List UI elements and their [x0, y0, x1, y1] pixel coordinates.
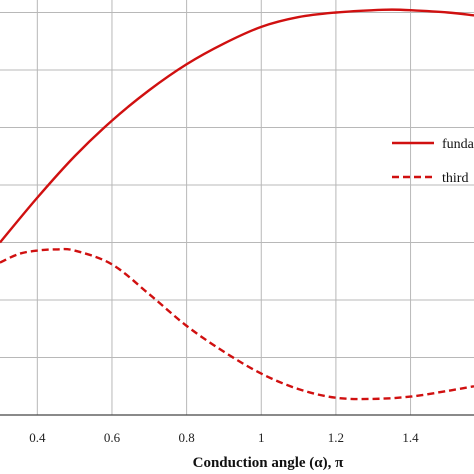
chart-series [0, 8, 474, 401]
x-tick-label: 1 [258, 430, 265, 445]
chart-grid [0, 0, 474, 416]
x-tick-label: 0.6 [104, 430, 121, 445]
x-axis-label: Conduction angle (α), π [193, 455, 345, 471]
series-line-third [0, 247, 474, 401]
x-tick-label: 0.4 [29, 430, 46, 445]
legend-label: third [442, 171, 468, 186]
x-tick-labels: 0.4 0.6 0.8 1 1.2 1.4 [29, 430, 419, 445]
series-line-fundamental [0, 8, 474, 244]
chart-legend: funda third [392, 137, 474, 186]
x-tick-label: 1.2 [328, 430, 344, 445]
legend-label: funda [442, 137, 474, 152]
x-tick-label: 1.4 [402, 430, 419, 445]
x-tick-label: 0.8 [178, 430, 194, 445]
